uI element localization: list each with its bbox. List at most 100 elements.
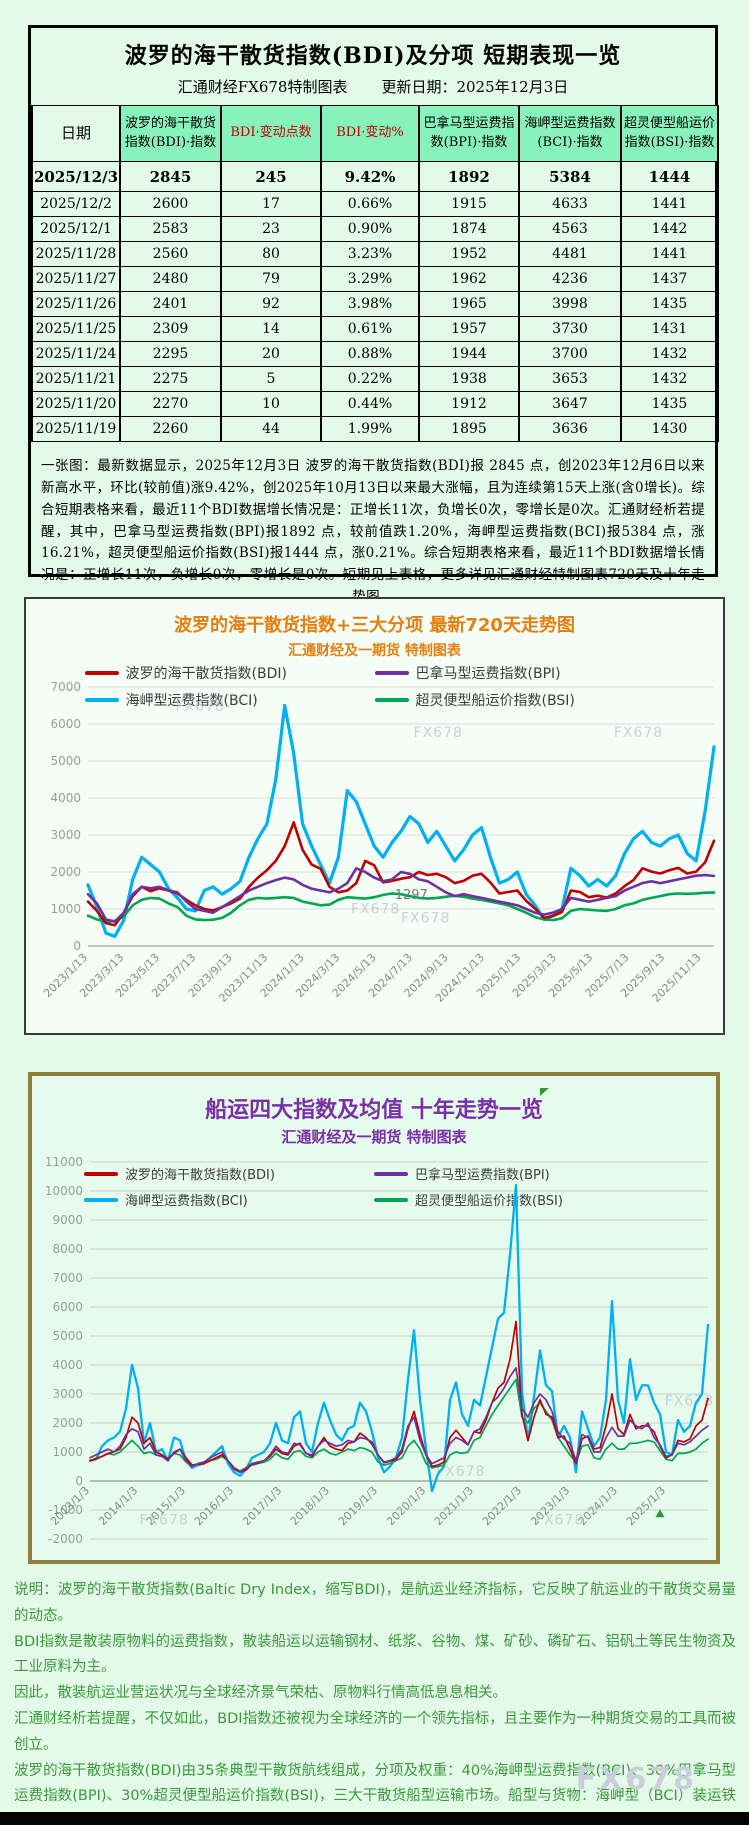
table-cell: 10 — [220, 391, 322, 417]
svg-text:1297: 1297 — [395, 888, 428, 903]
svg-text:2025/1/3: 2025/1/3 — [624, 1484, 668, 1528]
table-cell: 2025/11/27 — [31, 266, 121, 292]
table-cell: 1435 — [620, 291, 719, 317]
table-cell: 3998 — [518, 291, 622, 317]
table-cell: 2025/11/28 — [31, 241, 121, 267]
table-cell: 0.44% — [320, 391, 420, 417]
svg-text:-1000: -1000 — [48, 1503, 83, 1517]
table-row: 2025/11/28 2560 80 3.23% 1952 4481 1441 — [31, 241, 719, 267]
table-cell: 44 — [220, 416, 322, 442]
svg-text:8000: 8000 — [52, 1242, 83, 1256]
svg-text:FX678: FX678 — [614, 725, 663, 741]
bottom-bar — [0, 1812, 749, 1825]
table-cell: 2583 — [119, 216, 222, 242]
bdi-summary-panel: 波罗的海干散货指数(BDI)及分项 短期表现一览 汇通财经FX678特制图表 更新… — [28, 25, 719, 605]
chart2-canvas: 1100010000900080007000600050004000300020… — [45, 1155, 714, 1546]
table-cell: 5384 — [518, 161, 622, 192]
table-cell: 1965 — [418, 291, 520, 317]
table-cell: 1431 — [620, 316, 719, 342]
svg-text:FX678: FX678 — [665, 1394, 714, 1410]
column-header: 超灵便型船运价指数(BSI)·指数 — [620, 105, 719, 162]
footnote-line: BDI指数是散装原物料的运费指数，散装船运以运输钢材、纸浆、谷物、煤、矿砂、磷矿… — [14, 1633, 736, 1676]
table-cell: 2025/12/2 — [31, 191, 121, 217]
table-cell: 2295 — [119, 341, 222, 367]
table-cell: 2270 — [119, 391, 222, 417]
svg-text:FX678: FX678 — [535, 1513, 584, 1529]
svg-text:-2000: -2000 — [48, 1532, 83, 1546]
svg-text:5000: 5000 — [52, 1329, 83, 1343]
table-cell: 1912 — [418, 391, 520, 417]
table-cell: 2025/11/25 — [31, 316, 121, 342]
svg-text:7000: 7000 — [52, 1271, 83, 1285]
column-header: 巴拿马型运费指数(BPI)·指数 — [418, 105, 520, 162]
table-cell: 1895 — [418, 416, 520, 442]
svg-text:2000: 2000 — [52, 1416, 83, 1430]
svg-text:FX678: FX678 — [176, 699, 225, 715]
footnote-line: 说明：波罗的海干散货指数(Baltic Dry Index，缩写BDI)，是航运… — [14, 1582, 736, 1624]
svg-text:2016/1/3: 2016/1/3 — [192, 1484, 236, 1528]
table-cell: 2600 — [119, 191, 222, 217]
table-cell: 3647 — [518, 391, 622, 417]
svg-text:FX678: FX678 — [401, 910, 450, 926]
table-cell: 0.66% — [320, 191, 420, 217]
table-cell: 3730 — [518, 316, 622, 342]
svg-text:10000: 10000 — [45, 1184, 83, 1198]
svg-text:0: 0 — [73, 939, 81, 953]
table-cell: 3.23% — [320, 241, 420, 267]
table-cell: 3653 — [518, 366, 622, 392]
table-row: 2025/11/21 2275 5 0.22% 1938 3653 1432 — [31, 366, 719, 392]
svg-text:4000: 4000 — [50, 791, 81, 805]
table-cell: 2025/11/19 — [31, 416, 121, 442]
svg-text:FX678: FX678 — [414, 725, 463, 741]
table-cell: 20 — [220, 341, 322, 367]
svg-text:1000: 1000 — [52, 1445, 83, 1459]
svg-text:2014/1/3: 2014/1/3 — [96, 1484, 140, 1528]
chart2-subtitle: 汇通财经及一期货 特制图表 — [281, 1128, 467, 1146]
table-cell: 0.22% — [320, 366, 420, 392]
svg-text:2018/1/3: 2018/1/3 — [288, 1484, 332, 1528]
column-header: 日期 — [31, 105, 121, 162]
table-cell: 1432 — [620, 341, 719, 367]
table-cell: 9.42% — [320, 161, 420, 192]
table-cell: 92 — [220, 291, 322, 317]
table-row: 2025/12/2 2600 17 0.66% 1915 4633 1441 — [31, 191, 719, 217]
table-cell: 17 — [220, 191, 322, 217]
table-row: 2025/11/27 2480 79 3.29% 1962 4236 1437 — [31, 266, 719, 292]
svg-text:4000: 4000 — [52, 1358, 83, 1372]
table-cell: 2025/11/24 — [31, 341, 121, 367]
table-cell: 1938 — [418, 366, 520, 392]
table-cell: 23 — [220, 216, 322, 242]
table-row: 2025/11/20 2270 10 0.44% 1912 3647 1435 — [31, 391, 719, 417]
table-cell: 0.61% — [320, 316, 420, 342]
table-cell: 3636 — [518, 416, 622, 442]
svg-text:1000: 1000 — [50, 902, 81, 916]
page-title: 波罗的海干散货指数(BDI)及分项 短期表现一览 — [124, 43, 622, 69]
chart-720day-panel: 波罗的海干散货指数+三大分项 最新720天走势图 汇通财经及一期货 特制图表 波… — [24, 597, 725, 1035]
table-cell: 2560 — [119, 241, 222, 267]
table-cell: 1957 — [418, 316, 520, 342]
table-cell: 4633 — [518, 191, 622, 217]
table-row: 2025/11/26 2401 92 3.98% 1965 3998 1435 — [31, 291, 719, 317]
table-cell: 1915 — [418, 191, 520, 217]
green-flag-marker — [540, 1088, 549, 1096]
svg-text:FX678: FX678 — [351, 901, 400, 917]
table-cell: 2309 — [119, 316, 222, 342]
table-header-row: 日期 波罗的海干散货指数(BDI)·指数 BDI·变动点数 BDI·变动% 巴拿马型运费… — [31, 105, 719, 162]
table-row: 2025/12/1 2583 23 0.90% 1874 4563 1442 — [31, 216, 719, 242]
svg-text:2017/1/3: 2017/1/3 — [240, 1484, 284, 1528]
svg-text:6000: 6000 — [50, 717, 81, 731]
table-cell: 3.98% — [320, 291, 420, 317]
svg-text:5000: 5000 — [50, 754, 81, 768]
table-cell: 2025/12/3 — [31, 161, 121, 192]
table-cell: 2260 — [119, 416, 222, 442]
column-header: 海岬型运费指数(BCI)·指数 — [518, 105, 622, 162]
table-row: 2025/12/3 2845 245 9.42% 1892 5384 1444 — [31, 161, 719, 192]
table-cell: 1430 — [620, 416, 719, 442]
bdi-table: 日期 波罗的海干散货指数(BDI)·指数 BDI·变动点数 BDI·变动% 巴拿马型运费… — [31, 105, 719, 442]
table-cell: 1435 — [620, 391, 719, 417]
chart1-canvas: 700060005000400030002000100002023/1/1320… — [41, 680, 716, 1005]
chart2-title: 船运四大指数及均值 十年走势一览 — [205, 1097, 543, 1123]
table-cell: 1441 — [620, 191, 719, 217]
table-cell: 14 — [220, 316, 322, 342]
